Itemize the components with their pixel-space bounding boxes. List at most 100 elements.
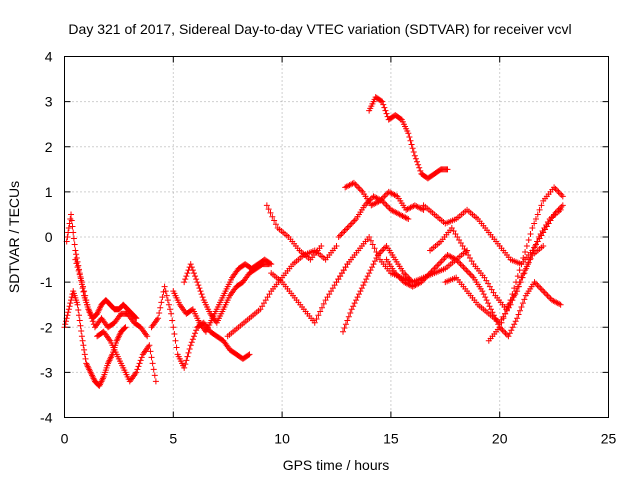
data-point — [384, 203, 391, 210]
data-point — [67, 300, 74, 307]
data-point — [81, 346, 88, 353]
series-sat-17 — [420, 202, 566, 268]
data-point — [64, 234, 71, 240]
data-point — [543, 221, 550, 228]
data-point — [74, 301, 81, 308]
data-point — [448, 224, 455, 231]
data-point — [382, 107, 389, 114]
data-point — [381, 104, 388, 111]
data-point — [515, 311, 522, 318]
data-point — [414, 158, 421, 165]
x-tick-label: 0 — [61, 431, 69, 447]
data-point — [520, 255, 527, 262]
data-point — [329, 285, 336, 292]
data-point — [514, 315, 521, 322]
data-point — [371, 245, 378, 252]
data-point — [76, 312, 83, 319]
data-point — [84, 301, 91, 308]
data-point — [354, 294, 361, 301]
data-point — [466, 270, 473, 277]
data-point — [356, 185, 363, 192]
data-point — [506, 330, 513, 337]
data-point — [73, 260, 80, 267]
data-point — [450, 227, 457, 234]
data-point — [269, 213, 276, 220]
data-point — [136, 360, 143, 367]
data-point — [345, 313, 352, 320]
data-point — [89, 318, 96, 325]
data-point — [173, 344, 180, 351]
data-point — [338, 270, 345, 277]
data-point — [246, 351, 253, 358]
data-point — [536, 206, 543, 213]
data-point — [457, 261, 464, 268]
data-point — [338, 230, 345, 237]
data-point — [529, 224, 536, 231]
data-point — [532, 280, 539, 287]
data-point — [410, 149, 417, 156]
data-point — [512, 318, 519, 325]
data-point — [199, 294, 206, 301]
data-point — [559, 193, 566, 200]
data-point — [193, 327, 200, 334]
data-point — [464, 268, 471, 275]
data-point — [363, 276, 370, 283]
data-point — [348, 220, 355, 227]
data-point — [480, 291, 487, 298]
data-point — [170, 324, 177, 331]
data-point — [326, 291, 333, 298]
data-point — [409, 145, 416, 152]
data-point — [516, 267, 523, 274]
data-point — [172, 337, 179, 344]
data-point — [505, 304, 512, 311]
data-point — [340, 267, 347, 274]
data-point — [457, 240, 464, 247]
data-point — [155, 315, 162, 322]
data-point — [80, 342, 87, 349]
y-tick-label: -3 — [40, 364, 53, 380]
data-point — [407, 137, 414, 144]
data-point — [317, 308, 324, 315]
data-point — [164, 297, 171, 304]
data-point — [382, 244, 389, 251]
plot-frame — [64, 56, 609, 418]
data-point — [532, 215, 539, 222]
data-point — [518, 274, 525, 281]
data-point — [416, 164, 423, 171]
data-point — [267, 209, 274, 216]
data-point — [509, 297, 516, 304]
y-tick-label: 1 — [45, 184, 53, 200]
data-point — [456, 259, 463, 266]
data-point — [412, 155, 419, 162]
data-point — [373, 255, 380, 262]
data-point — [88, 315, 95, 322]
data-point — [522, 249, 529, 256]
data-point — [260, 300, 267, 307]
data-point — [144, 333, 151, 340]
data-point — [380, 101, 387, 108]
data-point — [318, 304, 325, 311]
data-point — [311, 319, 318, 326]
data-point — [366, 270, 373, 277]
data-point — [461, 246, 468, 253]
data-point — [358, 285, 365, 292]
data-point — [535, 283, 542, 290]
data-point — [340, 328, 347, 335]
data-point — [66, 220, 73, 227]
data-point — [465, 252, 472, 259]
data-point — [351, 300, 358, 307]
data-point — [481, 274, 488, 281]
data-point — [183, 273, 190, 280]
data-point — [69, 223, 76, 230]
data-point — [539, 227, 546, 234]
x-tick-label: 10 — [274, 431, 290, 447]
data-point — [517, 307, 524, 314]
data-point — [70, 229, 77, 236]
series-sat-9 — [268, 261, 351, 326]
data-point — [156, 309, 163, 316]
data-point — [158, 299, 165, 306]
data-point — [350, 303, 357, 310]
data-point — [534, 238, 541, 245]
data-point — [335, 234, 342, 240]
